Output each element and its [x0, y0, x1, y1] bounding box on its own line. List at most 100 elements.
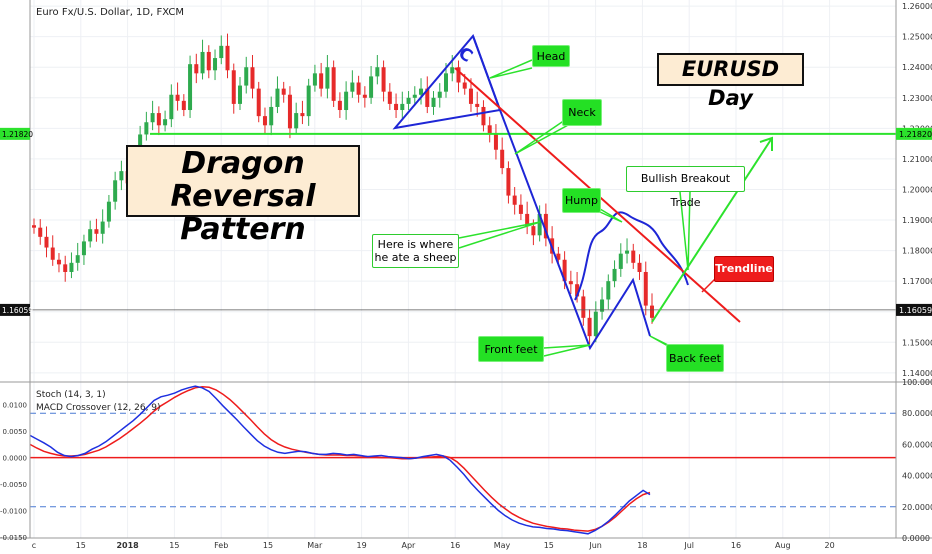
candle-body	[531, 226, 536, 236]
candle-body	[543, 213, 548, 239]
candle-body	[400, 103, 405, 111]
candle-body	[269, 106, 274, 126]
candle-body	[406, 97, 411, 104]
front-feet-pointer	[543, 344, 591, 357]
level-tag-left	[0, 127, 30, 140]
candle-body	[600, 299, 605, 312]
candle-body	[381, 67, 386, 92]
y-tick-label: 1.17000	[902, 277, 932, 286]
candle-body	[431, 97, 436, 107]
candle-body	[306, 85, 311, 117]
head-pointer	[489, 59, 533, 79]
level-label-right: 1.21820	[899, 130, 932, 139]
stoch-tick-label: 80.0000	[902, 409, 932, 418]
candle-body	[493, 134, 498, 150]
pattern-title-line1: Dragon	[181, 146, 305, 181]
candle-body	[69, 262, 74, 272]
candle-body	[119, 171, 124, 181]
macd-label: MACD Crossover (12, 26, 9)	[36, 403, 161, 413]
candle-body	[468, 88, 473, 104]
x-tick-label: 16	[450, 541, 460, 550]
candle-body	[537, 213, 542, 236]
candle-body	[150, 113, 155, 123]
macd-tick-label: -0.0100	[0, 508, 27, 516]
candle-body	[581, 296, 586, 318]
candle-body	[38, 227, 43, 237]
x-tick-label: May	[494, 541, 511, 550]
candle-body	[200, 51, 205, 74]
candle-body	[81, 241, 86, 256]
y-tick-label: 1.26000	[902, 2, 932, 11]
x-tick-label: c	[32, 541, 36, 550]
candle-body	[63, 264, 68, 272]
candle-body	[163, 119, 168, 126]
x-tick-label: 15	[76, 541, 86, 550]
front-feet-label: Front feet	[478, 336, 544, 362]
pattern-title: Dragon Reversal Pattern	[126, 145, 360, 246]
x-tick-label: 15	[263, 541, 273, 550]
candle-body	[394, 103, 399, 111]
macd-tick-label: 0.0000	[3, 455, 28, 463]
candle-body	[456, 67, 461, 83]
candle-body	[50, 247, 55, 260]
breakout-pointer	[679, 191, 691, 271]
osc-main-line	[29, 385, 651, 535]
candle-body	[156, 113, 161, 126]
candle-body	[387, 91, 392, 104]
x-tick-label: 15	[544, 541, 554, 550]
candle-body	[625, 250, 630, 254]
candle-body	[475, 103, 480, 107]
candle-body	[375, 67, 380, 77]
y-tick-label: 1.14000	[902, 369, 932, 378]
candle-body	[144, 122, 149, 135]
candle-body	[337, 100, 342, 111]
candle-body	[643, 271, 648, 306]
candle-body	[312, 73, 317, 86]
candle-body	[350, 82, 355, 92]
candle-body	[181, 100, 186, 111]
y-tick-label: 1.18000	[902, 247, 932, 256]
symbol-title: Euro Fx/U.S. Dollar, 1D, FXCM	[36, 7, 184, 18]
candle-body	[169, 94, 174, 120]
drawings: C	[30, 34, 896, 357]
candle-body	[287, 94, 292, 129]
macd-tick-label: -0.0050	[0, 481, 27, 489]
candle-body	[94, 229, 99, 234]
x-tick-label: Mar	[307, 541, 323, 550]
x-tick-label: Aug	[775, 541, 791, 550]
candle-body	[238, 85, 242, 104]
candle-body	[637, 262, 642, 272]
candle-body	[188, 64, 193, 111]
candle-body	[444, 73, 448, 92]
current-price-tag	[896, 303, 932, 316]
y-tick-label: 1.19000	[902, 216, 932, 225]
candle-body	[262, 116, 267, 126]
neck-label: Neck	[562, 99, 602, 126]
candle-body	[250, 67, 255, 89]
x-tick-label: 18	[637, 541, 647, 550]
y-tick-label: 1.23000	[902, 94, 932, 103]
x-tick-label: 16	[731, 541, 741, 550]
x-tick-label: Jun	[588, 541, 602, 550]
back-feet-label: Back feet	[666, 344, 724, 372]
pattern-title-line2: Reversal Pattern	[170, 179, 316, 247]
dragon-body-line	[472, 35, 651, 351]
sheep-label-line1: Here is where	[377, 238, 454, 251]
macd-tick-label: 0.0100	[3, 402, 28, 410]
stoch-tick-label: 60.0000	[902, 440, 932, 449]
x-tick-label: 20	[825, 541, 835, 550]
candle-body	[319, 73, 324, 89]
y-tick-label: 1.15000	[902, 338, 932, 347]
candle-body	[450, 67, 455, 74]
candle-body	[300, 113, 305, 117]
candle-body	[44, 236, 49, 248]
candle-body	[587, 317, 592, 337]
candle-body	[106, 201, 111, 222]
candle-body	[113, 180, 118, 202]
candle-body	[425, 88, 430, 107]
candle-body	[487, 125, 492, 135]
candle-body	[631, 250, 636, 263]
y-tick-label: 1.25000	[902, 33, 932, 42]
candle-body	[225, 45, 230, 71]
